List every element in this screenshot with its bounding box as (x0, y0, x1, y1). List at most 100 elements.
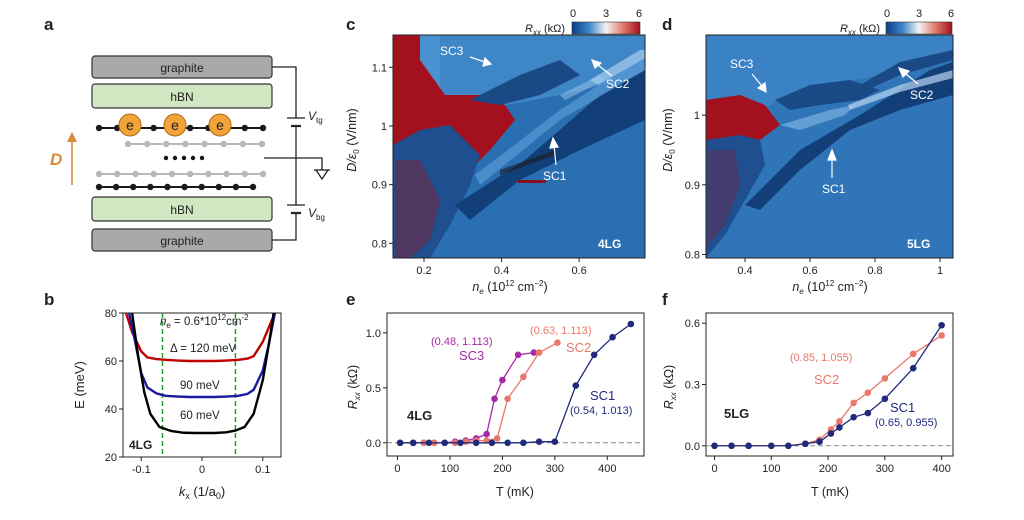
data-point-sc2 (850, 399, 857, 407)
delta-60-label: 60 meV (180, 410, 220, 422)
atom-dot (143, 140, 151, 148)
y-tick-label: 60 (105, 356, 117, 368)
sc2-coord-e: (0.63, 1.113) (530, 325, 592, 337)
y-tick-label: 40 (105, 404, 117, 416)
sample-label-e: 4LG (407, 408, 432, 423)
heatmap-d (706, 35, 953, 258)
data-point-sc1 (627, 320, 635, 328)
atom-dot (201, 140, 208, 148)
sc2-coord-f: (0.85, 1.055) (790, 352, 852, 364)
data-point-sc1 (457, 439, 464, 447)
svg-text:e: e (216, 117, 224, 133)
plot-frame-e (386, 312, 645, 457)
band-line-2 (130, 313, 275, 435)
gate-circuit (264, 66, 330, 241)
electron-3: e (208, 113, 232, 137)
data-point-sc1 (745, 442, 752, 450)
x-tick-label: 0.2 (416, 265, 431, 277)
atom-dot (132, 170, 139, 178)
annotation-c-sc2: SC2 (606, 77, 630, 91)
x-tick-label: 0.1 (255, 464, 270, 476)
panel-b: b -0.1 0 0.1 20 40 60 80 ne = 0.6*1012cm-2 Δ =… (44, 290, 282, 501)
atom-dot (205, 170, 212, 178)
data-point-sc1 (472, 439, 480, 447)
arrow-c-sc1 (549, 136, 559, 166)
panel-d: d Rxx (kΩ) 0 3 6 0.4 0.6 0.8 1 0.8 0.9 1 SC3 S… (661, 8, 954, 296)
atom-dot (95, 170, 103, 178)
atom-dot (198, 183, 205, 191)
panel-label-d: d (662, 15, 672, 34)
svg-text:e: e (126, 117, 134, 133)
sc2-label-e: SC2 (566, 340, 591, 355)
atom-dot (241, 124, 248, 132)
band-line-1 (127, 313, 277, 399)
atom-dot (186, 124, 194, 132)
series-line-sc3 (400, 351, 534, 444)
x-tick-label: 100 (441, 463, 459, 475)
data-point-sc1 (488, 439, 496, 447)
y-axis-title-c: D/ε0 (V/nm) (345, 108, 361, 171)
sample-label-f: 5LG (724, 406, 749, 421)
atom-dot (150, 170, 157, 178)
colorbar-tick-d-6: 6 (948, 8, 954, 20)
delta-120-label: Δ = 120 meV (170, 343, 237, 355)
atom-dot (239, 140, 247, 148)
atom-dot (181, 183, 188, 191)
data-point-sc2 (909, 350, 917, 358)
field-label: D (50, 150, 62, 169)
atom-dot (95, 124, 103, 132)
sc2-label-f: SC2 (814, 372, 839, 387)
sc1-coord-e: (0.54, 1.013) (570, 405, 632, 417)
sc1-coord-f: (0.65, 0.955) (875, 417, 937, 429)
data-point-sc1 (504, 439, 511, 447)
annotation-c-sc3: SC3 (440, 44, 464, 58)
x-tick-label: 400 (598, 463, 616, 475)
atom-dot (182, 140, 189, 148)
data-point-sc3 (514, 351, 522, 359)
x-axis-title-e: T (mK) (496, 485, 534, 499)
vtg-label: Vtg (308, 109, 323, 125)
data-point-sc2 (836, 417, 843, 425)
plot-frame-d (705, 34, 954, 259)
annotation-d-sc1: SC1 (822, 182, 846, 196)
data-point-sc2 (493, 435, 501, 442)
y-axis-title-b: E (meV) (72, 361, 87, 409)
data-point-sc2 (504, 395, 511, 403)
sample-label-d: 5LG (907, 237, 930, 251)
y-axis-title-e: Rxx (kΩ) (346, 365, 362, 409)
atom-dot (259, 124, 267, 132)
data-point-sc2 (864, 389, 872, 396)
panel-c: c Rxx (kΩ) 0 3 6 0.2 0.4 0.6 0.8 0.9 1 1.1 SC3… (345, 8, 646, 296)
graphite-top-label: graphite (160, 61, 204, 75)
y-tick-label: 0.3 (685, 380, 700, 392)
atom-dot (168, 170, 176, 178)
y-tick-label: 1 (381, 121, 387, 133)
colorbar-tick-c-3: 3 (603, 8, 609, 20)
atom-dot (112, 183, 120, 191)
y-tick-label: 0.0 (685, 441, 700, 453)
electron-2: e (163, 113, 187, 137)
atom-dot (130, 183, 137, 191)
arrow-c-sc2 (590, 59, 613, 77)
atom-dot (249, 183, 257, 191)
data-point-sc1 (572, 382, 580, 389)
atom-dot (258, 140, 266, 148)
colorbar-d (885, 21, 953, 35)
y-tick-label: 0.8 (685, 250, 700, 262)
x-tick-label: 0.8 (867, 265, 882, 277)
colorbar-c (571, 21, 641, 35)
atom-dot (163, 140, 170, 148)
ne-annotation: ne = 0.6*1012cm-2 (160, 313, 249, 330)
delta-90-label: 90 meV (180, 380, 220, 392)
atom-dot (150, 124, 157, 132)
x-tick-label: 300 (876, 463, 894, 475)
data-point-sc1 (711, 442, 718, 450)
atom-dot (232, 183, 240, 191)
hbn-top-layer (91, 83, 273, 109)
data-point-sc1 (909, 364, 917, 372)
atom-dot (95, 183, 103, 191)
x-tick-label: 1 (937, 265, 943, 277)
x-tick-label: 200 (493, 463, 511, 475)
annotation-d-sc2: SC2 (910, 88, 934, 102)
x-tick-label: 200 (819, 463, 837, 475)
